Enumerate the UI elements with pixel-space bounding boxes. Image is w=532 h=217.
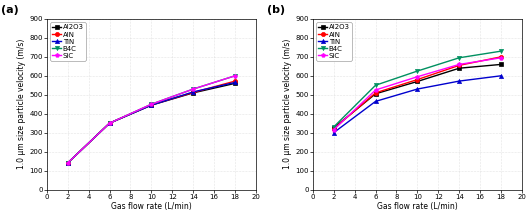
- B4C: [148, 103, 155, 105]
- B4C: [414, 70, 421, 72]
- SiC: [372, 89, 379, 91]
- Al2O3: [106, 122, 113, 125]
- Al2O3: [190, 92, 196, 94]
- B4C: [372, 84, 379, 87]
- Line: AlN: AlN: [65, 79, 237, 165]
- B4C: [232, 74, 238, 77]
- B4C: [106, 122, 113, 125]
- TiN: [64, 162, 71, 164]
- AlN: [498, 56, 504, 58]
- Line: AlN: AlN: [331, 55, 503, 131]
- TiN: [414, 88, 421, 90]
- AlN: [148, 104, 155, 106]
- Al2O3: [456, 67, 462, 69]
- Line: TiN: TiN: [331, 74, 503, 135]
- TiN: [372, 100, 379, 103]
- Line: B4C: B4C: [331, 49, 503, 129]
- B4C: [456, 56, 462, 59]
- Al2O3: [330, 127, 337, 129]
- Al2O3: [64, 162, 71, 164]
- TiN: [148, 104, 155, 107]
- B4C: [64, 162, 71, 164]
- TiN: [330, 131, 337, 134]
- Text: (a): (a): [1, 5, 19, 15]
- TiN: [456, 80, 462, 82]
- AlN: [414, 78, 421, 81]
- Y-axis label: 1.0 μm size particle velocity (m/s): 1.0 μm size particle velocity (m/s): [284, 39, 293, 169]
- Line: Al2O3: Al2O3: [331, 62, 503, 130]
- Al2O3: [232, 82, 238, 85]
- Line: SiC: SiC: [65, 74, 237, 165]
- SiC: [190, 88, 196, 90]
- SiC: [330, 128, 337, 131]
- B4C: [498, 50, 504, 53]
- AlN: [106, 122, 113, 125]
- SiC: [414, 76, 421, 78]
- TiN: [106, 122, 113, 125]
- Line: Al2O3: Al2O3: [65, 81, 237, 165]
- AlN: [330, 128, 337, 130]
- Al2O3: [414, 80, 421, 83]
- Al2O3: [148, 104, 155, 107]
- Line: SiC: SiC: [331, 56, 503, 132]
- X-axis label: Gas flow rate (L/min): Gas flow rate (L/min): [377, 202, 458, 211]
- SiC: [106, 122, 113, 125]
- Text: (b): (b): [267, 5, 285, 15]
- TiN: [232, 81, 238, 84]
- AlN: [372, 92, 379, 94]
- SiC: [456, 63, 462, 66]
- Legend: Al2O3, AlN, TiN, B4C, SiC: Al2O3, AlN, TiN, B4C, SiC: [50, 22, 86, 61]
- AlN: [190, 91, 196, 94]
- AlN: [232, 80, 238, 82]
- SiC: [232, 74, 238, 77]
- X-axis label: Gas flow rate (L/min): Gas flow rate (L/min): [111, 202, 192, 211]
- SiC: [148, 103, 155, 105]
- Al2O3: [498, 63, 504, 66]
- Line: TiN: TiN: [65, 80, 237, 165]
- SiC: [64, 162, 71, 164]
- B4C: [190, 88, 196, 90]
- SiC: [498, 56, 504, 59]
- Line: B4C: B4C: [65, 74, 237, 165]
- B4C: [330, 126, 337, 128]
- Y-axis label: 1.0 μm size particle velocity (m/s): 1.0 μm size particle velocity (m/s): [18, 39, 27, 169]
- Legend: Al2O3, AlN, TiN, B4C, SiC: Al2O3, AlN, TiN, B4C, SiC: [316, 22, 352, 61]
- TiN: [190, 90, 196, 93]
- TiN: [498, 74, 504, 77]
- AlN: [456, 64, 462, 67]
- Al2O3: [372, 92, 379, 95]
- AlN: [64, 162, 71, 164]
